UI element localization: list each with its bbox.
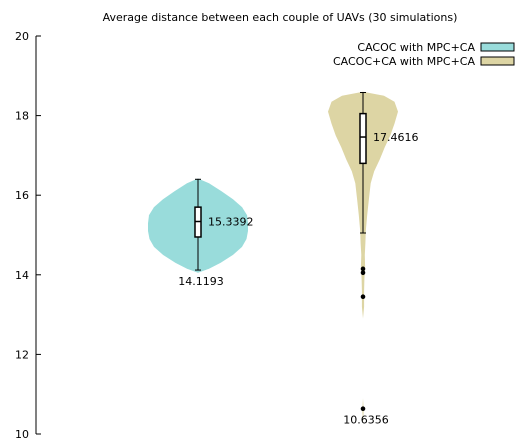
legend-swatch xyxy=(480,42,515,52)
violin-group: 17.4616 10.6356 xyxy=(328,91,419,427)
legend-swatch xyxy=(480,56,515,66)
box xyxy=(359,112,367,165)
violins: 15.3392 14.1193 17.4616 10.6356 xyxy=(148,91,419,427)
violin-group: 15.3392 14.1193 xyxy=(148,178,254,288)
min-label: 10.6356 xyxy=(343,414,389,427)
y-tick-label: 14 xyxy=(15,269,29,282)
y-tick-label: 18 xyxy=(15,110,29,123)
y-tick-label: 12 xyxy=(15,348,29,361)
y-tick-label: 16 xyxy=(15,189,29,202)
y-tick-label: 10 xyxy=(15,428,29,441)
legend-label: CACOC+CA with MPC+CA xyxy=(333,55,475,68)
median-label: 15.3392 xyxy=(208,215,254,228)
outlier-point xyxy=(360,270,366,276)
median-label: 17.4616 xyxy=(373,131,419,144)
legend-label: CACOC with MPC+CA xyxy=(357,41,475,54)
violin-body xyxy=(328,91,398,423)
min-label: 14.1193 xyxy=(178,275,224,288)
y-tick-label: 20 xyxy=(15,30,29,43)
outlier-point xyxy=(360,294,366,299)
outlier-point xyxy=(360,406,366,412)
chart-title: Average distance between each couple of … xyxy=(103,11,458,24)
outlier-point xyxy=(360,266,366,272)
y-axis: 10 12 14 16 18 20 xyxy=(15,30,41,441)
